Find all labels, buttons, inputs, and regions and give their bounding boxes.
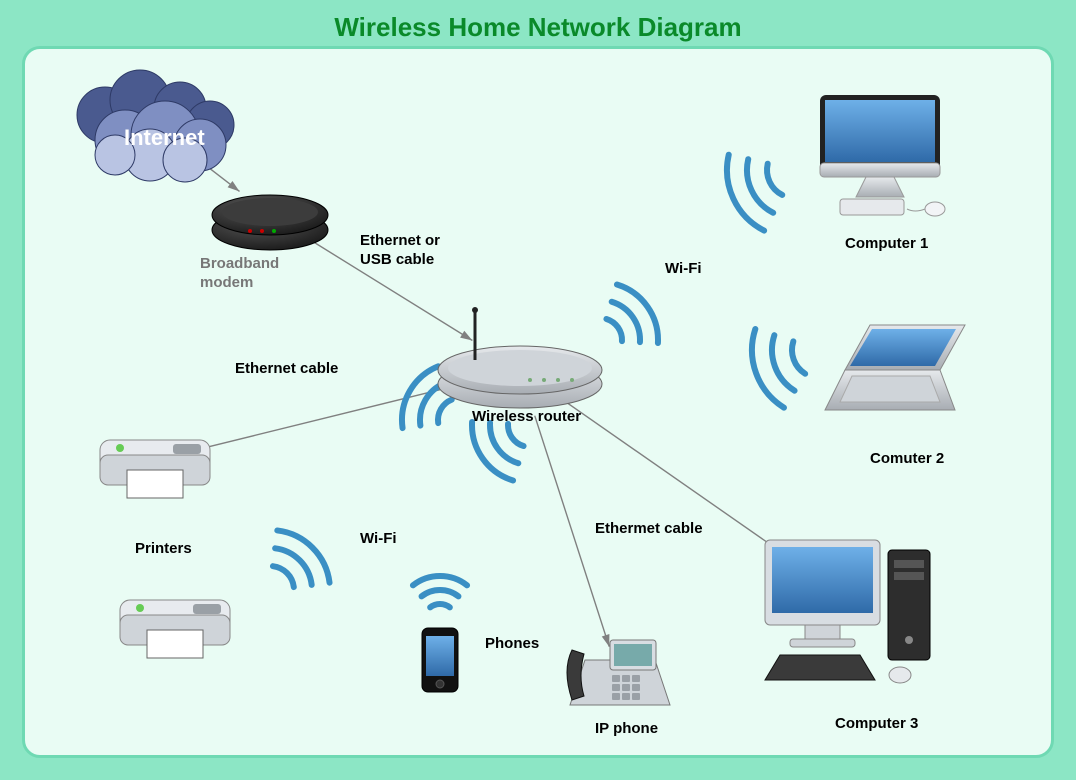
computer3-label: Computer 3 xyxy=(835,715,918,734)
wifi-label: Wi-Fi xyxy=(360,530,397,549)
internet-label: Internet xyxy=(124,124,205,152)
computer2-label: Comuter 2 xyxy=(870,450,944,469)
wifi-label: Wi-Fi xyxy=(665,260,702,279)
phone_mob-label: Phones xyxy=(485,635,539,654)
computer1-label: Computer 1 xyxy=(845,235,928,254)
edge-label: Ethermet cable xyxy=(595,520,703,539)
edge-label: Ethernet orUSB cable xyxy=(360,232,440,270)
diagram-title: Wireless Home Network Diagram xyxy=(0,12,1076,43)
diagram-root: Wireless Home Network Diagram Internet Br… xyxy=(0,0,1076,780)
edge-label: Ethernet cable xyxy=(235,360,338,379)
printer1-label: Printers xyxy=(135,540,192,559)
ip_phone-label: IP phone xyxy=(595,720,658,739)
modem-label: Broadbandmodem xyxy=(200,255,279,293)
router-label: Wireless router xyxy=(472,408,581,427)
